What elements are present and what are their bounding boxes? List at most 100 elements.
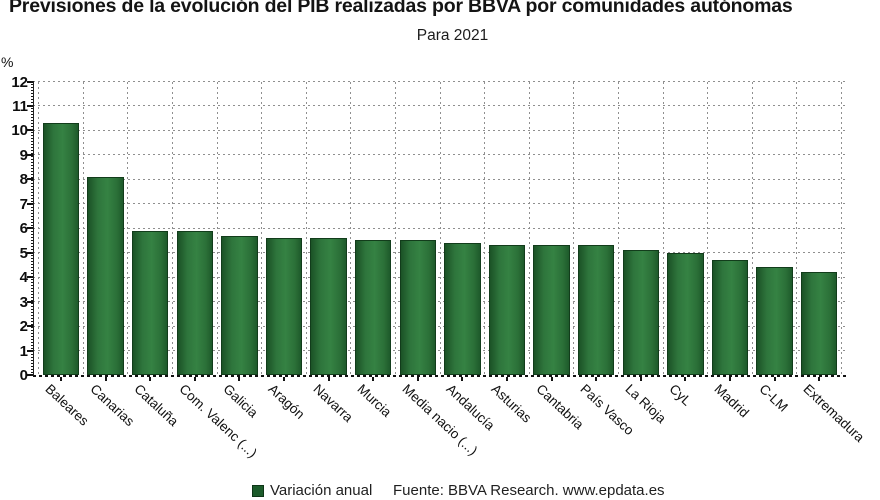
v-gridline xyxy=(350,81,352,375)
y-axis-major-tick xyxy=(27,325,33,328)
y-tick-label: 5 xyxy=(19,244,28,262)
x-tick-label: Navarra xyxy=(310,381,356,425)
bar[interactable] xyxy=(667,252,704,375)
x-tick-label: Cantabria xyxy=(533,381,587,433)
v-gridline xyxy=(618,81,619,375)
v-gridline xyxy=(841,81,842,375)
x-axis-tick xyxy=(238,376,241,381)
bar[interactable] xyxy=(444,242,481,375)
y-tick-label: 10 xyxy=(11,122,28,140)
v-gridline xyxy=(127,81,129,375)
bar[interactable] xyxy=(176,230,214,375)
x-axis-tick xyxy=(729,376,731,381)
bar[interactable] xyxy=(87,176,124,375)
x-axis-tick xyxy=(506,376,508,381)
bar[interactable] xyxy=(533,245,570,375)
y-tick-label: 1 xyxy=(19,342,28,360)
x-axis-tick xyxy=(684,376,687,381)
y-axis-major-tick xyxy=(27,129,33,132)
bar[interactable] xyxy=(221,235,258,375)
bar[interactable] xyxy=(310,238,347,375)
y-axis-major-tick xyxy=(27,374,33,376)
v-gridline xyxy=(305,81,307,375)
y-tick-label: 7 xyxy=(19,195,28,213)
x-axis-tick xyxy=(773,376,776,381)
y-axis-major-tick xyxy=(27,80,33,83)
y-axis-major-tick xyxy=(27,104,33,107)
x-axis-tick xyxy=(104,376,107,381)
legend-item[interactable]: Variación anual xyxy=(252,482,373,500)
y-tick-label: 2 xyxy=(19,318,28,336)
v-gridline xyxy=(573,81,575,375)
bar[interactable] xyxy=(488,245,526,375)
x-tick-label: Madrid xyxy=(711,381,752,421)
bar[interactable] xyxy=(131,230,169,375)
bar[interactable] xyxy=(756,267,793,375)
bar[interactable] xyxy=(265,238,303,375)
y-tick-label: 11 xyxy=(12,97,28,115)
x-axis-tick xyxy=(372,376,375,381)
v-gridline xyxy=(261,81,263,375)
v-gridline xyxy=(439,81,441,375)
bar[interactable] xyxy=(354,240,392,375)
x-axis-tick xyxy=(149,376,152,381)
x-tick-label: Canarias xyxy=(87,381,137,430)
x-tick-label: Com. Valenc (...) xyxy=(176,381,260,461)
y-tick-label: 12 xyxy=(11,73,28,91)
v-gridline xyxy=(528,81,530,375)
y-axis-line xyxy=(31,80,34,376)
v-gridline xyxy=(662,81,664,375)
y-tick-label: 6 xyxy=(19,220,28,238)
x-tick-label: Cataluña xyxy=(131,381,182,430)
y-axis-major-tick xyxy=(27,349,33,352)
x-axis-tick xyxy=(283,376,285,381)
v-gridline xyxy=(172,81,173,375)
x-tick-label: CyL xyxy=(666,381,695,409)
bar[interactable] xyxy=(622,250,660,375)
v-gridline xyxy=(216,81,218,375)
x-axis-tick xyxy=(550,376,553,381)
x-axis-tick xyxy=(595,376,598,381)
v-gridline xyxy=(707,81,709,375)
y-axis-major-tick xyxy=(27,153,33,156)
x-tick-label: Murcia xyxy=(354,381,395,420)
chart-title: Previsiones de la evolución del PIB real… xyxy=(9,0,793,17)
x-axis-tick xyxy=(60,376,62,381)
bar[interactable] xyxy=(577,245,615,375)
x-axis-tick xyxy=(416,376,419,381)
v-gridline xyxy=(751,81,753,375)
y-axis-major-tick xyxy=(27,276,33,279)
x-axis-line xyxy=(33,374,848,377)
bar[interactable] xyxy=(42,123,80,375)
x-tick-label: Galicia xyxy=(220,381,262,421)
chart-subtitle: Para 2021 xyxy=(416,27,489,44)
legend-swatch-icon xyxy=(252,485,264,498)
y-axis-unit-label: % xyxy=(1,54,14,70)
bar[interactable] xyxy=(800,272,838,375)
y-tick-label: 3 xyxy=(19,293,28,311)
x-axis-tick xyxy=(639,376,642,381)
v-gridline xyxy=(796,81,798,375)
y-tick-label: 9 xyxy=(19,146,28,164)
x-tick-label: La Rioja xyxy=(622,381,669,427)
x-tick-label: C-LM xyxy=(756,381,791,415)
x-axis-tick xyxy=(327,376,330,381)
x-axis-tick xyxy=(193,376,196,381)
bar[interactable] xyxy=(711,260,749,375)
y-axis-major-tick xyxy=(27,202,33,205)
x-tick-label: Asturias xyxy=(488,381,535,426)
bar[interactable] xyxy=(399,240,437,375)
x-tick-label: Baleares xyxy=(42,381,92,429)
v-gridline xyxy=(38,81,40,375)
source-text: Fuente: BBVA Research. www.epdata.es xyxy=(393,482,665,499)
legend-label: Variación anual xyxy=(270,482,373,499)
v-gridline xyxy=(484,81,486,375)
x-tick-label: Aragón xyxy=(265,381,308,422)
x-axis-tick xyxy=(818,376,821,381)
y-axis-major-tick xyxy=(27,251,33,254)
v-gridline xyxy=(82,81,84,375)
y-axis-major-tick xyxy=(27,178,33,181)
y-tick-label: 0 xyxy=(19,367,28,384)
y-tick-label: 4 xyxy=(19,269,28,287)
